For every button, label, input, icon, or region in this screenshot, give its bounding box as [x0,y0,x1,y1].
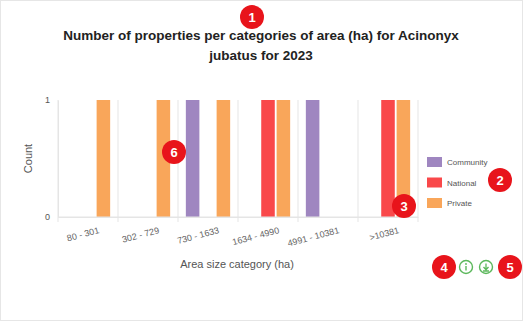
x-axis-title: Area size category (ha) [180,258,294,270]
y-axis-line [58,101,59,218]
y-tick: 0 [45,212,58,222]
annotation-label: 2 [496,173,503,188]
y-tick-label: 0 [45,212,50,222]
bars [97,100,411,217]
legend-label: Private [447,199,472,208]
annotation-label: 1 [248,10,255,25]
x-gridline [58,100,59,222]
y-tick-label: 1 [45,95,50,105]
chart: Number of properties per categories of a… [0,0,523,321]
bar [306,100,320,217]
x-gridline [238,100,239,222]
legend: Community National Private [427,157,487,208]
x-gridline [118,100,119,222]
annotation-marker [162,140,186,164]
y-axis: 01 [45,95,59,222]
bar [381,100,395,217]
card [1,1,523,321]
annotation-marker [240,5,264,29]
x-tick-label: 80 - 301 [66,225,100,243]
x-gridline [418,100,419,222]
legend-swatch [427,198,442,208]
y-tick: 1 [45,95,58,105]
bar [277,100,291,217]
x-tick-label: 730 - 1633 [176,225,220,246]
x-gridline [298,100,299,222]
bar [261,100,275,217]
y-axis-title: Count [22,144,34,173]
bar [186,100,200,217]
x-tick-label: 302 - 729 [121,225,160,245]
x-axis: 80 - 301 302 - 729 730 - 1633 1634 - 4990 49… [59,217,419,249]
bar [97,100,111,217]
annotation-label: 5 [506,260,513,275]
bar [217,100,231,217]
legend-label: National [447,179,477,188]
x-tick-label: >10381 [368,225,400,243]
annotations: 1 2 3 4 5 6 [162,5,522,279]
x-tick: 1634 - 4990 [231,217,280,247]
legend-swatch [427,157,442,167]
grid [58,100,418,222]
annotation-label: 3 [400,199,407,214]
download-icon[interactable] [480,261,493,274]
x-tick: 80 - 301 [66,217,100,243]
annotation-label: 6 [170,145,177,160]
x-axis-baseline [58,217,418,218]
title: Number of properties per categories of a… [63,28,459,63]
annotation-marker [498,255,522,279]
x-tick: 302 - 729 [121,217,160,245]
x-tick-label: 1634 - 4990 [231,225,280,247]
x-tick: 730 - 1633 [176,217,220,246]
x-tick: 4991 - 10381 [286,217,340,249]
annotation-marker [392,194,416,218]
annotation-label: 4 [440,260,448,275]
x-axis-line [59,217,419,218]
annotation-marker [432,255,456,279]
x-tick-label: 4991 - 10381 [286,225,340,248]
annotation-marker [488,168,512,192]
legend-swatch [427,178,442,188]
x-tick: >10381 [368,217,400,243]
x-gridline [358,100,359,222]
info-icon[interactable] [460,261,473,274]
legend-label: Community [447,158,487,167]
